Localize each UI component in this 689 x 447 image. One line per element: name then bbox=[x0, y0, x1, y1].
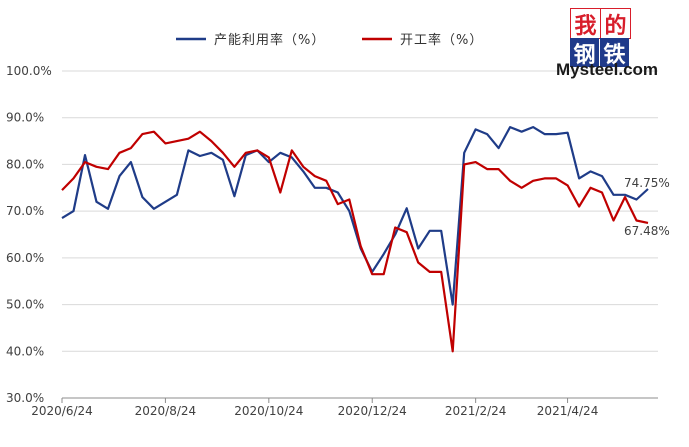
x-tick-label: 2020/10/24 bbox=[234, 404, 303, 418]
gridlines bbox=[62, 70, 658, 352]
y-tick-label: 100.0% bbox=[6, 64, 52, 78]
end-value-label-2: 67.48% bbox=[624, 224, 670, 238]
x-tick-label: 2021/2/24 bbox=[445, 404, 507, 418]
mysteel-logo: 我 的 钢 铁 Mysteel.com bbox=[556, 8, 682, 80]
series-line-2 bbox=[61, 130, 649, 353]
x-tick-label: 2020/6/24 bbox=[31, 404, 93, 418]
y-tick-label: 70.0% bbox=[6, 204, 44, 218]
logo-char-2: 的 bbox=[600, 8, 631, 39]
y-tick-label: 40.0% bbox=[6, 344, 44, 358]
series-line-1 bbox=[61, 125, 649, 306]
legend: 产能利用率（%） 开工率（%） bbox=[176, 32, 483, 48]
x-tick-label: 2020/12/24 bbox=[338, 404, 407, 418]
logo-char-1: 我 bbox=[570, 8, 601, 39]
axes bbox=[61, 397, 658, 403]
tick-labels: 30.0% 40.0% 50.0% 60.0% 70.0% 80.0% 90.0% 100.0… bbox=[6, 64, 670, 418]
legend-label-2: 开工率（%） bbox=[400, 32, 483, 48]
series-lines bbox=[61, 125, 649, 353]
y-tick-label: 30.0% bbox=[6, 391, 44, 405]
y-tick-label: 80.0% bbox=[6, 157, 44, 171]
logo-char-3: 钢 bbox=[570, 38, 599, 68]
logo-brand-text: Mysteel.com bbox=[556, 60, 659, 79]
y-tick-label: 60.0% bbox=[6, 251, 44, 265]
end-value-label-1: 74.75% bbox=[624, 176, 670, 190]
y-tick-label: 50.0% bbox=[6, 298, 44, 312]
x-tick-label: 2020/8/24 bbox=[135, 404, 197, 418]
legend-label-1: 产能利用率（%） bbox=[214, 32, 325, 48]
x-tick-label: 2021/4/24 bbox=[537, 404, 599, 418]
y-tick-label: 90.0% bbox=[6, 111, 44, 125]
logo-char-4: 铁 bbox=[600, 38, 629, 68]
